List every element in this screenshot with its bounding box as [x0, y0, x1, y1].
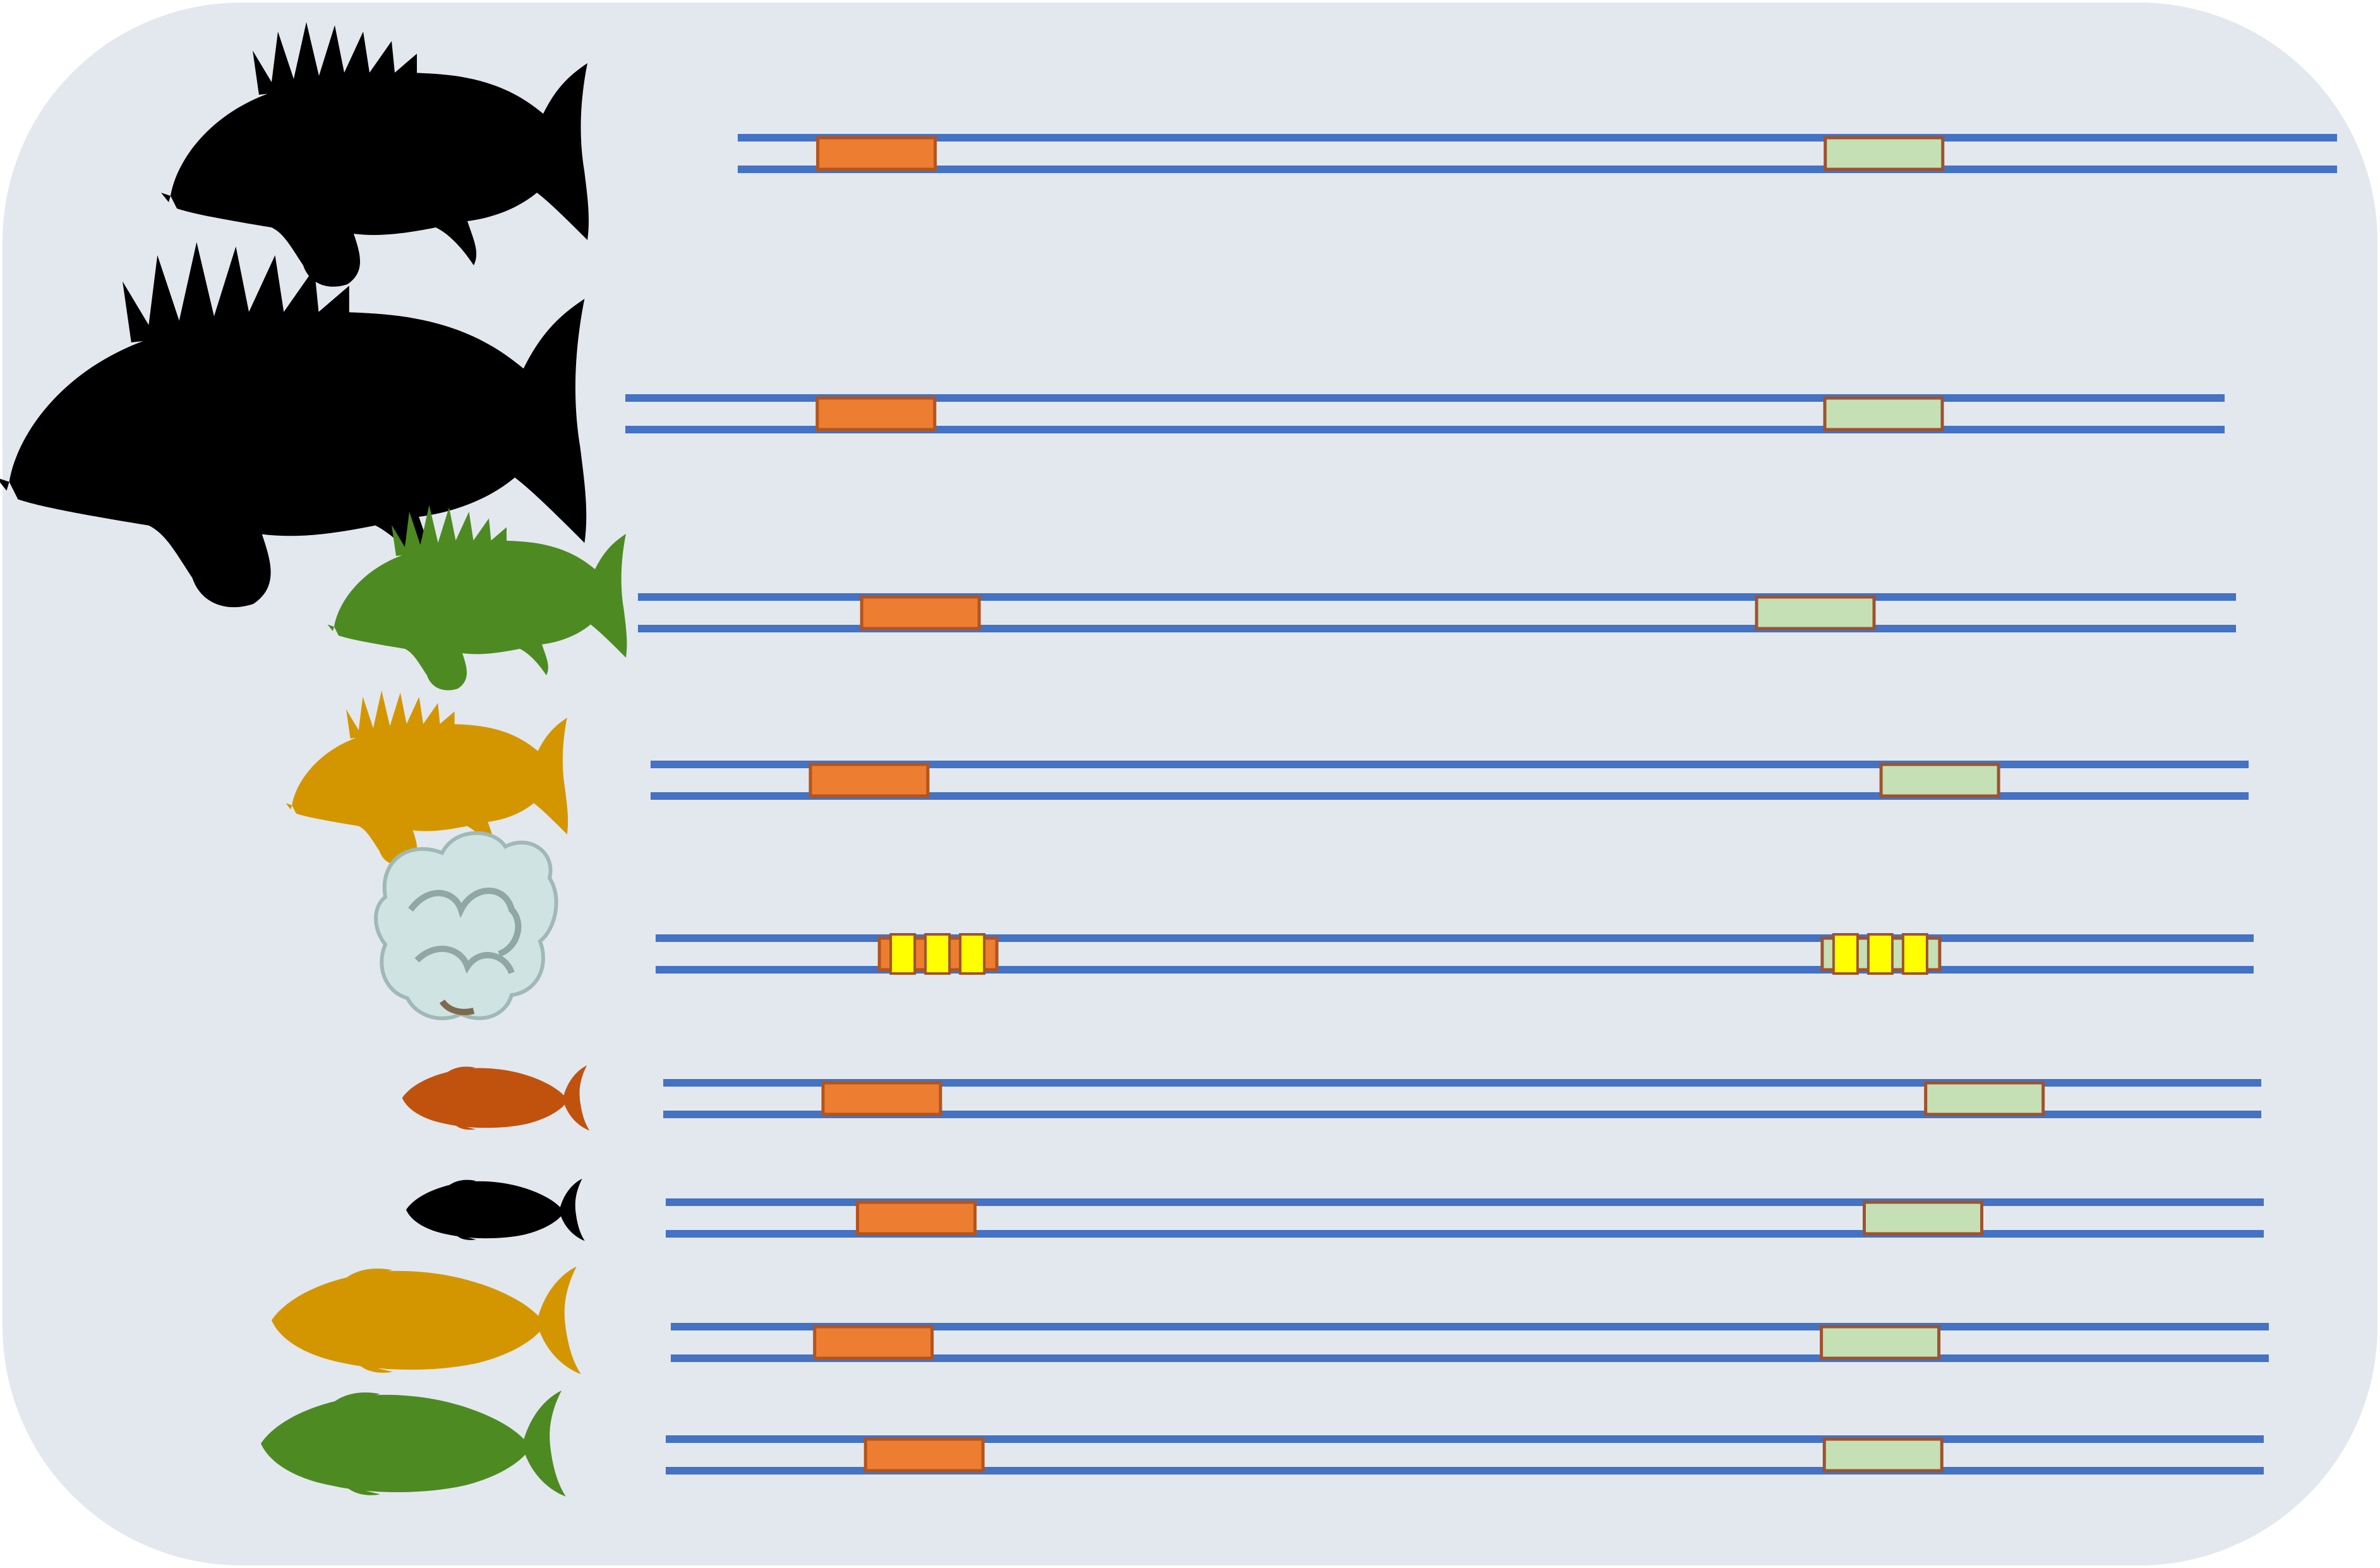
orange-segment [821, 1081, 942, 1116]
gene-row [625, 394, 2225, 433]
gene-row [666, 1198, 2264, 1238]
orange-segment [863, 1437, 985, 1473]
gene-rows [625, 134, 2337, 1475]
green-segment [1820, 1325, 1941, 1360]
yellow-repeat-segment [1901, 933, 1928, 975]
coral-icon [374, 831, 558, 1020]
yellow-repeat-segment [889, 933, 917, 975]
green-segment [1755, 595, 1876, 630]
green-segment [1823, 396, 1944, 431]
orange-segment [816, 136, 937, 171]
orange-segment [860, 595, 981, 630]
orange-segment [813, 1325, 934, 1360]
yellow-repeat-segment [924, 933, 951, 975]
gene-row [671, 1323, 2269, 1362]
gene-row [651, 761, 2249, 800]
orange-segment [808, 763, 930, 798]
gene-row [738, 134, 2337, 173]
organism-icons [0, 22, 627, 1497]
gene-row [666, 1435, 2264, 1475]
gene-row [656, 933, 2254, 975]
green-segment [1824, 136, 1945, 171]
green-segment [1924, 1081, 2045, 1116]
green-segment [1822, 1437, 1944, 1473]
orange-segment [856, 1200, 977, 1236]
yellow-repeat-segment [1866, 933, 1894, 975]
green-segment [1863, 1200, 1983, 1236]
green-segment [1879, 763, 2000, 798]
yellow-repeat-segment [1832, 933, 1859, 975]
gene-row [638, 593, 2236, 632]
yellow-repeat-segment [959, 933, 986, 975]
orange-segment [815, 396, 937, 431]
gene-row [663, 1079, 2261, 1118]
